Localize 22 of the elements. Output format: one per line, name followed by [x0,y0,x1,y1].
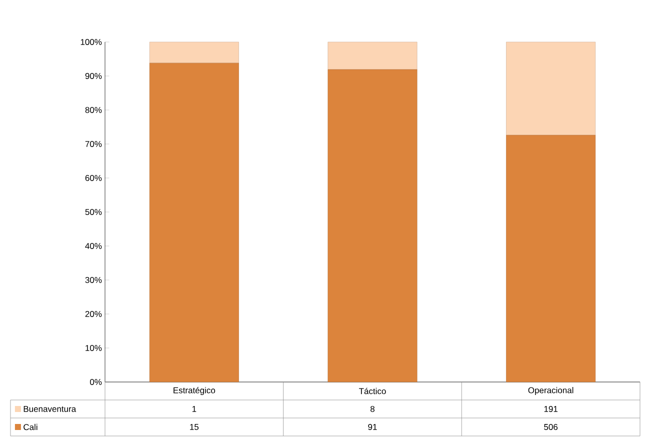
y-tick-label: 30% [85,276,102,283]
text: 1 [192,406,196,412]
y-tick-label: 10% [86,344,102,351]
y-tick-label: 90% [85,72,102,79]
text: 191 [544,406,558,412]
text: 91 [368,424,377,430]
y-tick-label: 60% [85,174,102,181]
x-tick-label: Estratégico [174,386,216,395]
y-tick-label: 0% [90,378,102,385]
y-tick-label: 100% [80,38,102,45]
text: 15 [190,424,199,430]
y-tick-label: 40% [85,242,102,249]
text: 506 [544,424,558,430]
x-tick-label: Táctico [358,388,386,394]
legend-label: Cali [24,424,38,430]
y-tick-label: 70% [85,140,102,147]
y-tick-label: 80% [85,106,102,113]
x-tick-label: Operacional [528,387,574,395]
y-tick-label: 50% [85,208,102,215]
text: 8 [370,406,374,412]
y-tick-label: 20% [85,310,102,317]
legend-label: Buenaventura [24,406,76,412]
